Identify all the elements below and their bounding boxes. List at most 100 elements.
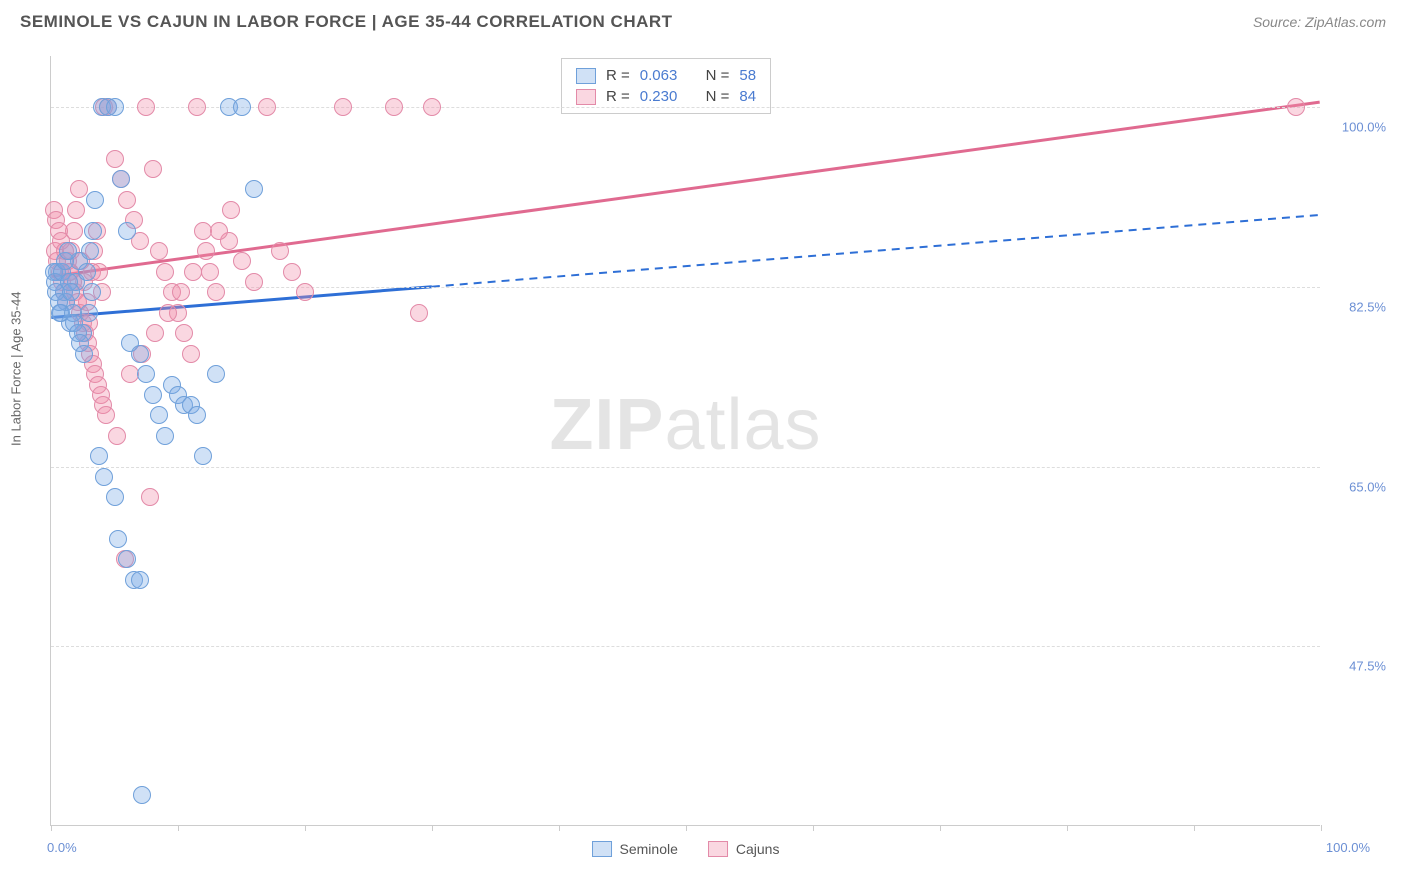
swatch-cajun <box>576 89 596 105</box>
watermark: ZIPatlas <box>549 384 821 466</box>
cajun-r-value: 0.230 <box>640 88 678 105</box>
source-label: Source: ZipAtlas.com <box>1253 14 1386 30</box>
point-seminole <box>207 365 225 383</box>
point-cajun <box>137 98 155 116</box>
r-label: R = <box>606 67 630 84</box>
point-seminole <box>83 283 101 301</box>
point-seminole <box>86 191 104 209</box>
legend-item-seminole: Seminole <box>592 841 678 857</box>
point-seminole <box>131 345 149 363</box>
y-tick-label: 47.5% <box>1349 659 1386 674</box>
point-cajun <box>385 98 403 116</box>
point-seminole <box>233 98 251 116</box>
point-cajun <box>159 304 177 322</box>
point-seminole <box>137 365 155 383</box>
point-seminole <box>84 222 102 240</box>
stats-row-seminole: R = 0.063 N = 58 <box>576 65 756 86</box>
point-cajun <box>210 222 228 240</box>
point-cajun <box>334 98 352 116</box>
point-seminole <box>194 447 212 465</box>
point-seminole <box>156 427 174 445</box>
chart-title: SEMINOLE VS CAJUN IN LABOR FORCE | AGE 3… <box>20 12 673 32</box>
point-seminole <box>118 550 136 568</box>
y-axis-title: In Labor Force | Age 35-44 <box>9 292 24 446</box>
n-label: N = <box>706 88 730 105</box>
point-cajun <box>188 98 206 116</box>
point-seminole <box>150 406 168 424</box>
point-cajun <box>1287 98 1305 116</box>
point-cajun <box>197 242 215 260</box>
stats-row-cajun: R = 0.230 N = 84 <box>576 86 756 107</box>
point-seminole <box>78 263 96 281</box>
stats-box: R = 0.063 N = 58 R = 0.230 N = 84 <box>561 58 771 114</box>
point-seminole <box>106 98 124 116</box>
point-seminole <box>188 406 206 424</box>
y-tick-label: 82.5% <box>1349 300 1386 315</box>
x-tick <box>1067 825 1068 831</box>
legend-label-seminole: Seminole <box>620 841 678 857</box>
point-cajun <box>184 263 202 281</box>
point-cajun <box>182 345 200 363</box>
point-cajun <box>97 406 115 424</box>
regression-lines <box>51 56 1320 825</box>
x-tick <box>940 825 941 831</box>
point-seminole <box>112 170 130 188</box>
legend-swatch-cajun <box>708 841 728 857</box>
point-cajun <box>118 191 136 209</box>
point-cajun <box>283 263 301 281</box>
point-cajun <box>207 283 225 301</box>
grid-line <box>51 646 1320 647</box>
n-label: N = <box>706 67 730 84</box>
legend-swatch-seminole <box>592 841 612 857</box>
point-cajun <box>175 324 193 342</box>
bottom-legend: Seminole Cajuns <box>592 841 780 857</box>
x-tick <box>178 825 179 831</box>
swatch-seminole <box>576 68 596 84</box>
point-cajun <box>172 283 190 301</box>
point-cajun <box>108 427 126 445</box>
x-tick <box>686 825 687 831</box>
point-seminole <box>75 345 93 363</box>
y-tick-label: 100.0% <box>1342 120 1386 135</box>
point-cajun <box>410 304 428 322</box>
point-cajun <box>201 263 219 281</box>
point-seminole <box>109 530 127 548</box>
point-seminole <box>90 447 108 465</box>
point-seminole <box>59 242 77 260</box>
point-cajun <box>233 252 251 270</box>
y-tick-label: 65.0% <box>1349 479 1386 494</box>
point-cajun <box>141 488 159 506</box>
point-cajun <box>67 201 85 219</box>
point-seminole <box>80 304 98 322</box>
point-cajun <box>245 273 263 291</box>
point-seminole <box>81 242 99 260</box>
point-cajun <box>70 180 88 198</box>
point-seminole <box>245 180 263 198</box>
point-seminole <box>131 571 149 589</box>
x-label-left: 0.0% <box>47 840 77 855</box>
point-seminole <box>62 283 80 301</box>
point-seminole <box>95 468 113 486</box>
x-tick <box>305 825 306 831</box>
point-cajun <box>121 365 139 383</box>
point-seminole <box>133 786 151 804</box>
seminole-r-value: 0.063 <box>640 67 678 84</box>
point-cajun <box>106 150 124 168</box>
point-seminole <box>106 488 124 506</box>
r-label: R = <box>606 88 630 105</box>
point-cajun <box>150 242 168 260</box>
x-tick <box>559 825 560 831</box>
point-cajun <box>222 201 240 219</box>
point-cajun <box>144 160 162 178</box>
point-seminole <box>144 386 162 404</box>
point-cajun <box>271 242 289 260</box>
point-cajun <box>296 283 314 301</box>
x-tick <box>432 825 433 831</box>
x-tick <box>1194 825 1195 831</box>
point-cajun <box>156 263 174 281</box>
x-tick <box>813 825 814 831</box>
x-label-right: 100.0% <box>1326 840 1370 855</box>
seminole-n-value: 58 <box>739 67 756 84</box>
point-seminole <box>118 222 136 240</box>
point-cajun <box>423 98 441 116</box>
